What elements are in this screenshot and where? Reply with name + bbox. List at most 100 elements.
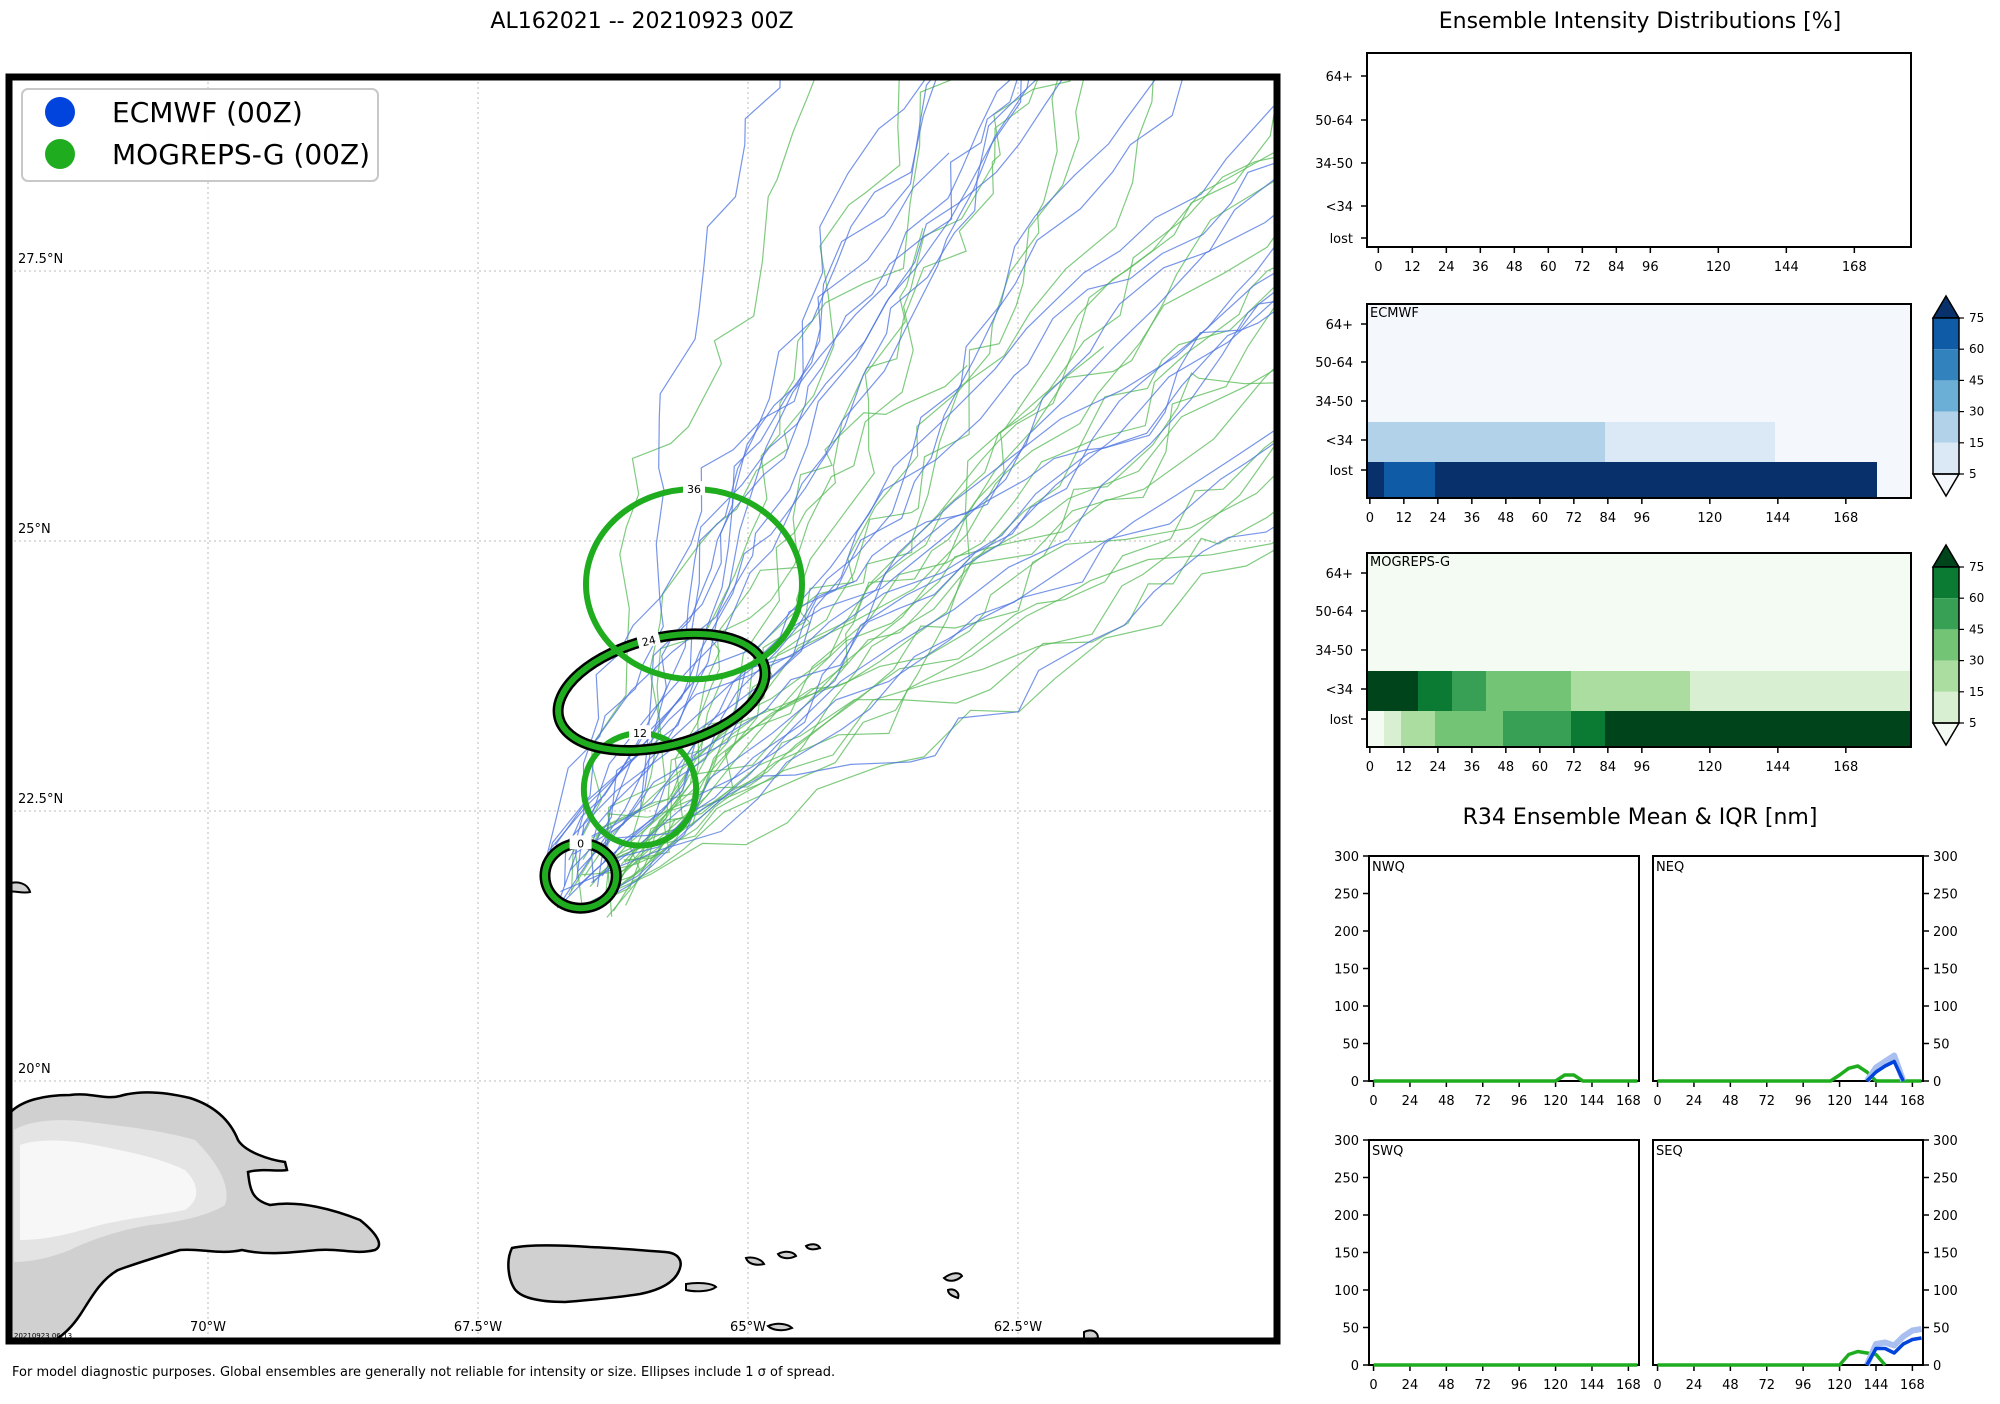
col-tick-label: 36 bbox=[1464, 511, 1481, 526]
colorbar-segment bbox=[1933, 598, 1959, 629]
map-title: AL162021 -- 20210923 00Z bbox=[490, 9, 793, 34]
col-tick-label: 0 bbox=[1366, 511, 1374, 526]
r34-xtick-label: 72 bbox=[1474, 1378, 1491, 1393]
r34-ytick-label: 0 bbox=[1933, 1359, 1941, 1374]
r34-xtick-label: 96 bbox=[1795, 1094, 1812, 1109]
col-tick-label: 72 bbox=[1574, 260, 1591, 275]
row-label: 34-50 bbox=[1315, 395, 1353, 410]
colorbar-tick-label: 60 bbox=[1969, 342, 1984, 356]
col-tick-label: 144 bbox=[1774, 260, 1799, 275]
colorbar-tick-label: 75 bbox=[1969, 560, 1984, 574]
map-stamp: 20210923 06:13 bbox=[14, 1332, 72, 1340]
col-tick-label: 12 bbox=[1404, 260, 1421, 275]
lon-tick-label: 67.5°W bbox=[454, 1320, 502, 1335]
footer-note: For model diagnostic purposes. Global en… bbox=[12, 1365, 835, 1380]
col-tick-label: 24 bbox=[1430, 760, 1447, 775]
heatmap-background bbox=[1367, 53, 1911, 247]
r34-ytick-label: 300 bbox=[1933, 1134, 1958, 1149]
row-label: 50-64 bbox=[1315, 605, 1353, 620]
island-1 bbox=[686, 1283, 716, 1291]
lat-tick-label: 20°N bbox=[18, 1062, 51, 1077]
col-tick-label: 144 bbox=[1765, 760, 1790, 775]
heatmap-cell bbox=[1605, 422, 1775, 462]
r34-frame bbox=[1369, 1140, 1639, 1365]
col-tick-label: 96 bbox=[1642, 260, 1659, 275]
colorbar-max-arrow bbox=[1933, 545, 1959, 567]
row-label: <34 bbox=[1326, 683, 1353, 698]
heatmap-cell bbox=[1367, 422, 1605, 462]
heatmap-cell bbox=[1384, 462, 1435, 498]
col-tick-label: 84 bbox=[1600, 511, 1617, 526]
ellipse-label: 36 bbox=[687, 483, 701, 496]
r34-xtick-label: 144 bbox=[1580, 1378, 1605, 1393]
r34-ytick-label: 300 bbox=[1933, 850, 1958, 865]
colorbar-segment bbox=[1933, 692, 1959, 723]
row-label: 50-64 bbox=[1315, 114, 1353, 129]
legend-label-ecmwf: ECMWF (00Z) bbox=[112, 96, 303, 129]
heatmap-cell bbox=[1571, 711, 1605, 747]
lat-tick-label: 27.5°N bbox=[18, 252, 63, 267]
colorbar-segment bbox=[1933, 349, 1959, 380]
col-tick-label: 72 bbox=[1566, 760, 1583, 775]
r34-ytick-label: 0 bbox=[1351, 1359, 1359, 1374]
colorbar-tick-label: 60 bbox=[1969, 591, 1984, 605]
row-label: 64+ bbox=[1326, 70, 1353, 85]
r34-xtick-label: 168 bbox=[1616, 1378, 1641, 1393]
col-tick-label: 24 bbox=[1438, 260, 1455, 275]
r34-ytick-label: 200 bbox=[1933, 1209, 1958, 1224]
col-tick-label: 0 bbox=[1374, 260, 1382, 275]
r34-xtick-label: 0 bbox=[1653, 1378, 1661, 1393]
col-tick-label: 60 bbox=[1540, 260, 1557, 275]
heatmap-cell bbox=[1435, 711, 1503, 747]
heatmap-cell bbox=[1571, 671, 1690, 711]
colorbar-segment bbox=[1933, 380, 1959, 411]
heatmap-cell bbox=[1435, 462, 1877, 498]
lat-tick-label: 25°N bbox=[18, 522, 51, 537]
r34-xtick-label: 96 bbox=[1511, 1378, 1528, 1393]
col-tick-label: 24 bbox=[1430, 511, 1447, 526]
r34-xtick-label: 0 bbox=[1369, 1094, 1377, 1109]
r34-xtick-label: 48 bbox=[1438, 1378, 1455, 1393]
island-3 bbox=[778, 1252, 796, 1258]
heatmap-cell bbox=[1367, 671, 1418, 711]
r34-xtick-label: 120 bbox=[1543, 1378, 1568, 1393]
r34-ytick-label: 150 bbox=[1933, 963, 1958, 978]
r34-xtick-label: 0 bbox=[1653, 1094, 1661, 1109]
r34-xtick-label: 144 bbox=[1864, 1378, 1889, 1393]
col-tick-label: 0 bbox=[1366, 760, 1374, 775]
col-tick-label: 84 bbox=[1600, 760, 1617, 775]
colorbar-segment bbox=[1933, 661, 1959, 692]
r34-xtick-label: 72 bbox=[1758, 1378, 1775, 1393]
r34-ytick-label: 100 bbox=[1933, 1000, 1958, 1015]
heatmap-cell bbox=[1367, 462, 1384, 498]
r34-ytick-label: 100 bbox=[1334, 1284, 1359, 1299]
r34-ytick-label: 300 bbox=[1334, 1134, 1359, 1149]
r34-ytick-label: 250 bbox=[1334, 888, 1359, 903]
heatmap-cell bbox=[1605, 711, 1911, 747]
heatmap-cell bbox=[1384, 711, 1401, 747]
heatmap-cell bbox=[1401, 711, 1435, 747]
colorbar-min-arrow bbox=[1933, 723, 1959, 745]
col-tick-label: 96 bbox=[1634, 511, 1651, 526]
r34-xtick-label: 168 bbox=[1900, 1094, 1925, 1109]
r34-xtick-label: 24 bbox=[1402, 1378, 1419, 1393]
colorbar-min-arrow bbox=[1933, 474, 1959, 496]
r34-panel-name: NWQ bbox=[1372, 860, 1405, 875]
row-label: 50-64 bbox=[1315, 356, 1353, 371]
panel-name: ECMWF bbox=[1370, 306, 1419, 321]
row-label: <34 bbox=[1326, 200, 1353, 215]
col-tick-label: 144 bbox=[1765, 511, 1790, 526]
r34-ytick-label: 150 bbox=[1334, 963, 1359, 978]
r34-xtick-label: 168 bbox=[1900, 1378, 1925, 1393]
r34-ytick-label: 50 bbox=[1342, 1322, 1359, 1337]
r34-xtick-label: 96 bbox=[1795, 1378, 1812, 1393]
map-legend: ECMWF (00Z) MOGREPS-G (00Z) bbox=[22, 89, 378, 181]
legend-marker-ecmwf bbox=[45, 97, 75, 127]
colorbar-segment bbox=[1933, 567, 1959, 598]
